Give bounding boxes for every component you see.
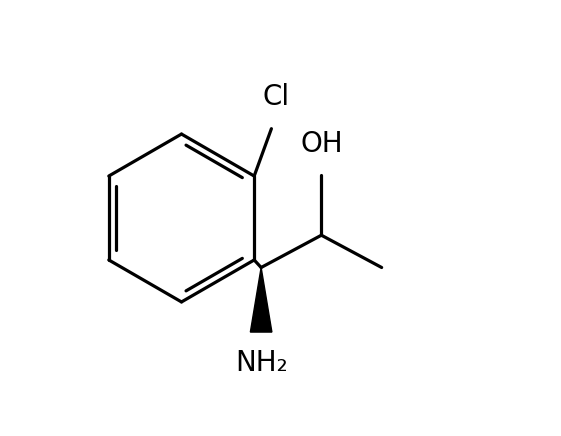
Text: OH: OH [300, 130, 343, 158]
Text: NH₂: NH₂ [234, 349, 287, 377]
Text: Cl: Cl [262, 83, 289, 112]
Polygon shape [250, 268, 272, 332]
